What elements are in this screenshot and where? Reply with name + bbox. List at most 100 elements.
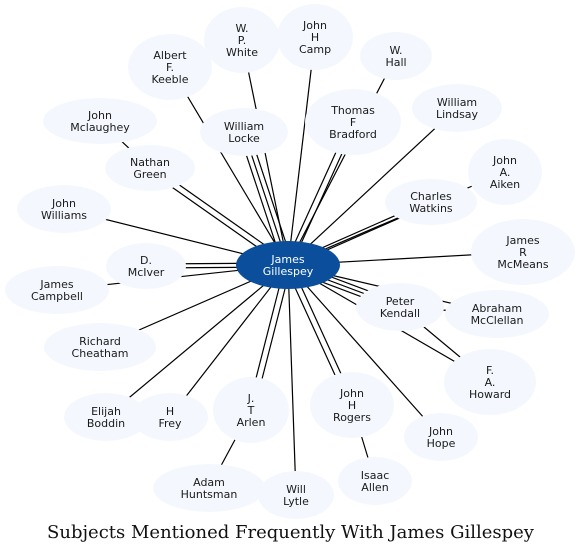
edge-james-gillespey-will-lytle <box>287 264 297 496</box>
node-john-h-camp-label: H <box>311 31 319 44</box>
node-elijah-boddin-label: Elijah <box>91 405 121 418</box>
node-william-lindsay-label: Lindsay <box>436 108 479 121</box>
node-nathan-green-label: Nathan <box>130 156 170 169</box>
node-d-mciver[interactable]: D.McIver <box>106 243 186 289</box>
node-f-a-howard-label: A. <box>485 376 496 389</box>
node-elijah-boddin-label: Boddin <box>87 417 125 430</box>
node-bubble <box>360 32 432 80</box>
edge-james-gillespey-elijah-boddin <box>105 264 289 418</box>
node-will-lytle-label: Lytle <box>283 495 309 508</box>
node-john-mclaughey-label: John <box>87 109 112 122</box>
node-bubble <box>305 89 401 155</box>
edge-james-gillespey-william-lindsay <box>287 107 458 266</box>
node-w-hall-label: Hall <box>385 56 406 69</box>
node-f-a-howard[interactable]: F.A.Howard <box>444 349 536 415</box>
edge-james-gillespey-john-h-camp <box>287 36 316 266</box>
node-j-t-arlen-label: T <box>247 404 255 417</box>
node-james-r-mcmeans-label: James <box>505 234 539 247</box>
node-bubble <box>445 290 549 338</box>
node-isaac-allen-label: Isaac <box>361 469 390 482</box>
node-w-p-white-label: W. <box>235 22 248 35</box>
edge-james-gillespey-w-hall <box>287 55 397 266</box>
node-adam-huntsman-label: Huntsman <box>181 488 238 501</box>
node-bubble <box>404 413 478 461</box>
node-d-mciver-label: D. <box>140 254 152 267</box>
node-john-mclaughey-label: Mclaughey <box>70 121 130 134</box>
node-bubble <box>106 243 186 289</box>
node-john-a-aiken-label: John <box>492 154 517 167</box>
node-w-p-white[interactable]: W.P.White <box>204 7 280 73</box>
center-node-bubble <box>236 241 340 289</box>
node-bubble <box>356 283 444 331</box>
node-f-a-howard-label: Howard <box>469 388 511 401</box>
node-bubble <box>153 464 265 512</box>
node-bubble <box>204 7 280 73</box>
node-bubble <box>444 349 536 415</box>
node-f-a-howard-label: F. <box>486 364 494 377</box>
node-bubble <box>105 145 195 191</box>
node-john-hope-label: Hope <box>427 437 456 450</box>
node-bubble <box>468 139 542 205</box>
node-john-h-rogers-label: Rogers <box>333 411 371 424</box>
node-h-frey-label: Frey <box>158 417 182 430</box>
node-bubble <box>277 4 353 70</box>
node-james-campbell-label: Campbell <box>31 290 83 303</box>
node-thomas-f-bradford-label: F <box>350 116 356 129</box>
node-thomas-f-bradford-label: Bradford <box>329 128 377 141</box>
node-nathan-green-label: Green <box>133 168 166 181</box>
node-william-locke-label: William <box>224 120 264 133</box>
node-john-williams-label: Williams <box>41 209 87 222</box>
node-bubble <box>5 266 109 314</box>
node-james-r-mcmeans-label: McMeans <box>497 258 549 271</box>
node-albert-f-keeble-label: F. <box>166 61 174 74</box>
node-adam-huntsman-label: Adam <box>193 476 225 489</box>
node-abraham-mcclellan-label: McClellan <box>471 314 524 327</box>
node-john-hope-label: John <box>428 425 453 438</box>
edge-james-gillespey-albert-f-keeble <box>169 66 289 266</box>
node-john-h-camp-label: John <box>302 19 327 32</box>
node-james-campbell-label: James <box>39 278 73 291</box>
node-w-p-white-label: White <box>226 46 258 59</box>
node-h-frey-label: H <box>166 405 174 418</box>
node-william-lindsay-label: William <box>437 96 477 109</box>
node-bubble <box>338 457 412 505</box>
node-w-hall[interactable]: W.Hall <box>360 32 432 80</box>
node-william-locke-label: Locke <box>228 132 260 145</box>
node-albert-f-keeble-label: Albert <box>153 49 187 62</box>
node-bubble <box>258 471 334 519</box>
node-w-hall-label: W. <box>389 44 402 57</box>
node-peter-kendall-label: Kendall <box>380 307 420 320</box>
node-abraham-mcclellan-label: Abraham <box>472 302 522 315</box>
edge-james-gillespey-h-frey <box>169 264 289 418</box>
node-bubble <box>17 185 111 233</box>
node-bubble <box>43 98 157 144</box>
node-james-r-mcmeans-label: R <box>519 246 527 259</box>
node-albert-f-keeble-label: Keeble <box>151 73 188 86</box>
node-bubble <box>132 393 208 441</box>
